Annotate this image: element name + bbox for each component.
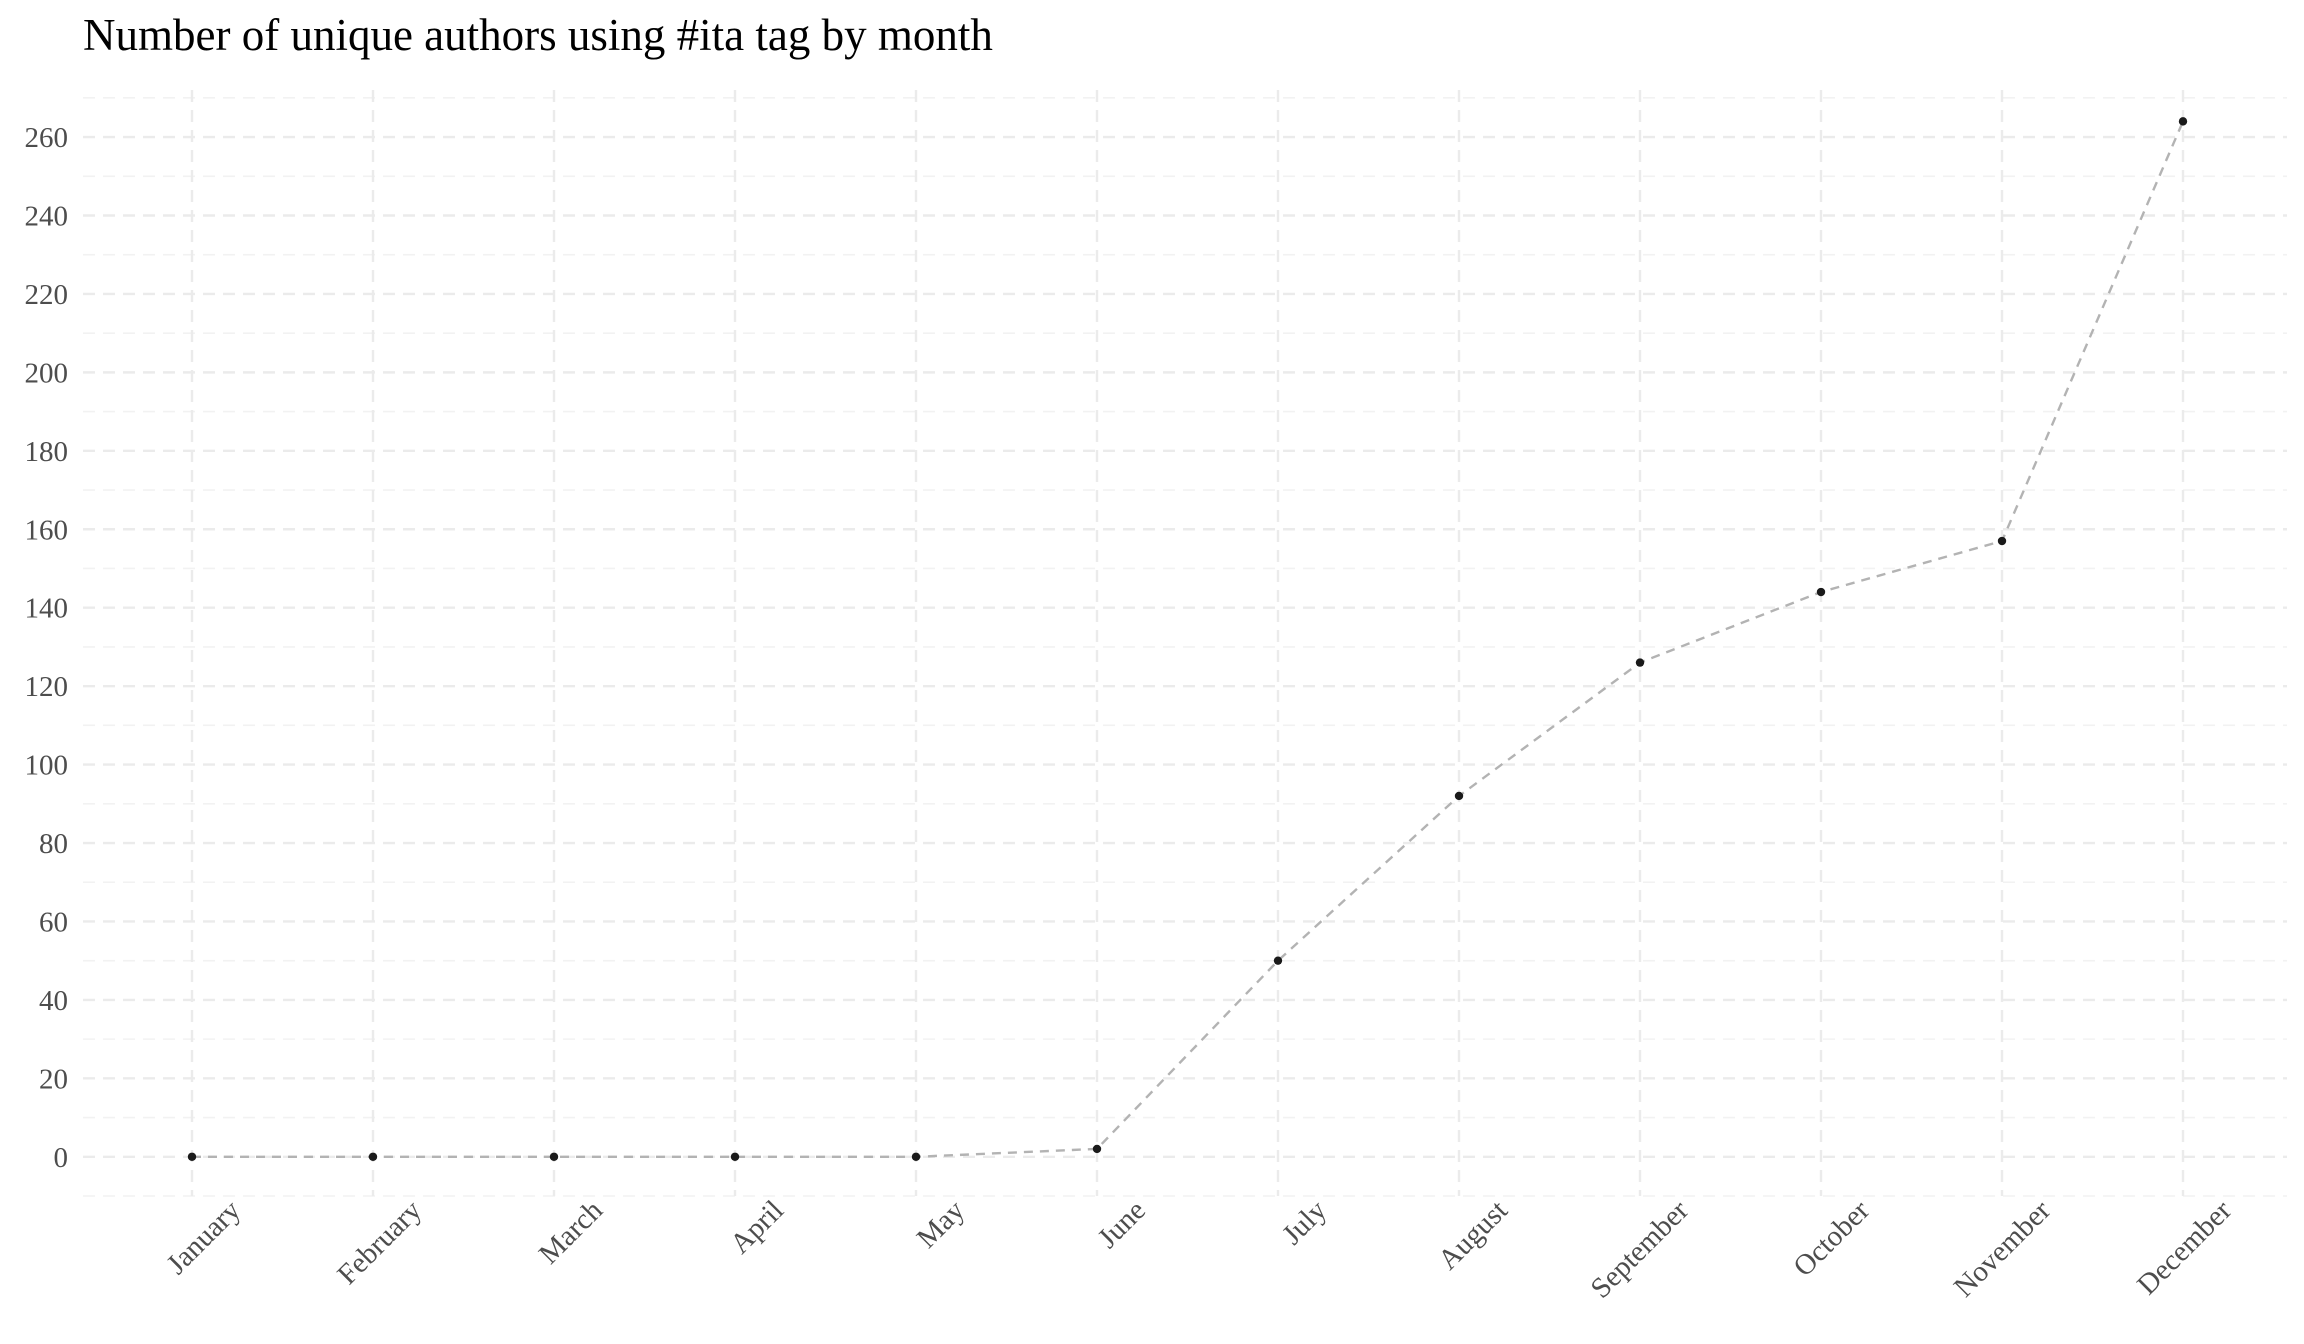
y-axis-tick-labels: 0 20 40 60 80 100 120 140 160 180 200 220 240 260 bbox=[25, 122, 69, 1174]
x-tick-label: July bbox=[1276, 1194, 1333, 1251]
x-tick-label: March bbox=[533, 1194, 609, 1270]
data-point bbox=[1997, 536, 2007, 546]
y-tick-label: 140 bbox=[25, 593, 69, 625]
data-point bbox=[1092, 1144, 1102, 1154]
y-tick-label: 240 bbox=[25, 201, 69, 233]
x-tick-label: November bbox=[1948, 1194, 2057, 1303]
data-point bbox=[1816, 587, 1826, 597]
data-point bbox=[1273, 956, 1283, 965]
grid-lines bbox=[83, 90, 2287, 1197]
x-tick-label: January bbox=[161, 1194, 248, 1281]
x-tick-label: August bbox=[1432, 1194, 1514, 1276]
x-tick-label: February bbox=[331, 1194, 428, 1291]
y-tick-label: 60 bbox=[39, 906, 68, 938]
x-axis-tick-labels: January February March April May June July Augu… bbox=[161, 1194, 2239, 1305]
y-tick-label: 220 bbox=[25, 279, 69, 311]
y-tick-label: 100 bbox=[25, 750, 69, 782]
data-point bbox=[187, 1152, 197, 1161]
y-tick-label: 0 bbox=[54, 1142, 69, 1174]
chart-title: Number of unique authors using #ita tag … bbox=[83, 10, 993, 60]
data-point bbox=[2178, 117, 2188, 126]
y-tick-label: 200 bbox=[25, 357, 69, 389]
y-tick-label: 260 bbox=[25, 122, 69, 154]
data-point bbox=[911, 1152, 921, 1161]
y-tick-label: 180 bbox=[25, 436, 69, 468]
y-tick-label: 80 bbox=[39, 828, 68, 860]
series-line-group bbox=[192, 120, 2185, 1159]
data-point bbox=[1454, 791, 1464, 801]
data-point bbox=[1635, 658, 1645, 667]
x-tick-label: December bbox=[2131, 1194, 2238, 1301]
x-tick-label: April bbox=[724, 1194, 790, 1260]
series-points bbox=[187, 117, 2188, 1161]
x-tick-label: May bbox=[911, 1194, 972, 1255]
y-tick-label: 40 bbox=[39, 985, 68, 1017]
data-point bbox=[730, 1152, 740, 1161]
x-tick-label: June bbox=[1092, 1194, 1152, 1254]
data-point bbox=[368, 1152, 378, 1161]
y-tick-label: 120 bbox=[25, 671, 69, 703]
x-tick-label: October bbox=[1787, 1194, 1876, 1283]
y-tick-label: 160 bbox=[25, 514, 69, 546]
x-tick-label: September bbox=[1585, 1194, 1696, 1305]
y-tick-label: 20 bbox=[39, 1063, 68, 1095]
series-line bbox=[192, 120, 2185, 1159]
data-point bbox=[549, 1152, 559, 1161]
